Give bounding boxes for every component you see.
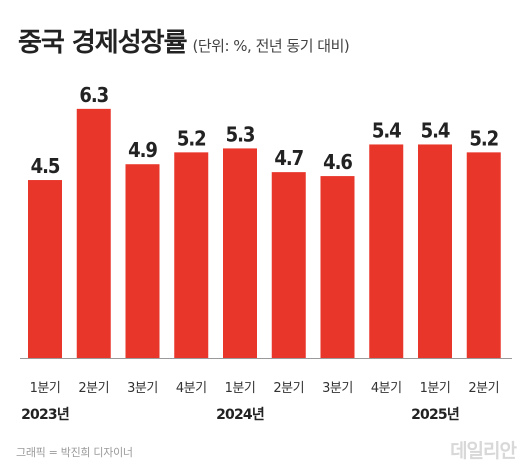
data-label: 4.7 <box>274 146 303 170</box>
x-tick-label: 1분기 <box>30 381 61 396</box>
data-label: 4.6 <box>323 150 352 174</box>
x-tick-label: 2분기 <box>468 381 499 396</box>
x-tick-label: 2분기 <box>78 381 109 396</box>
year-label: 2024년 <box>216 407 264 423</box>
bar <box>223 148 257 358</box>
bar <box>174 152 209 358</box>
bar <box>28 180 62 358</box>
data-label: 6.3 <box>79 83 108 107</box>
x-tick-label: 4분기 <box>176 381 207 396</box>
x-tick-label: 3분기 <box>127 381 158 396</box>
bar <box>76 108 111 358</box>
bar <box>418 144 452 358</box>
x-tick-label: 1분기 <box>225 381 256 396</box>
chart-title-row: 중국 경제성장률 (단위: %, 전년 동기 대비) <box>18 22 350 59</box>
data-label: 5.2 <box>177 126 206 150</box>
x-tick-label: 1분기 <box>420 381 451 396</box>
year-label: 2023년 <box>21 407 69 423</box>
graphic-credit: 그래픽 = 박진희 디자이너 <box>16 446 133 459</box>
x-tick-label: 3분기 <box>322 381 353 396</box>
publisher-logo: 데일리안 <box>450 440 517 462</box>
chart-title: 중국 경제성장률 <box>18 28 187 58</box>
data-label: 5.4 <box>372 118 401 142</box>
year-label: 2025년 <box>411 407 459 423</box>
bar <box>320 176 355 358</box>
data-label: 5.3 <box>226 122 255 146</box>
chart-subtitle: (단위: %, 전년 동기 대비) <box>192 37 350 55</box>
data-label: 5.4 <box>421 118 450 142</box>
data-label: 4.5 <box>31 154 60 178</box>
data-label: 5.2 <box>469 126 498 150</box>
data-label: 4.9 <box>128 138 157 162</box>
x-tick-label: 4분기 <box>371 381 402 396</box>
bar <box>125 164 160 358</box>
x-tick-label: 2분기 <box>273 381 304 396</box>
bar <box>466 152 501 358</box>
bar <box>369 144 404 358</box>
bar <box>271 172 306 358</box>
